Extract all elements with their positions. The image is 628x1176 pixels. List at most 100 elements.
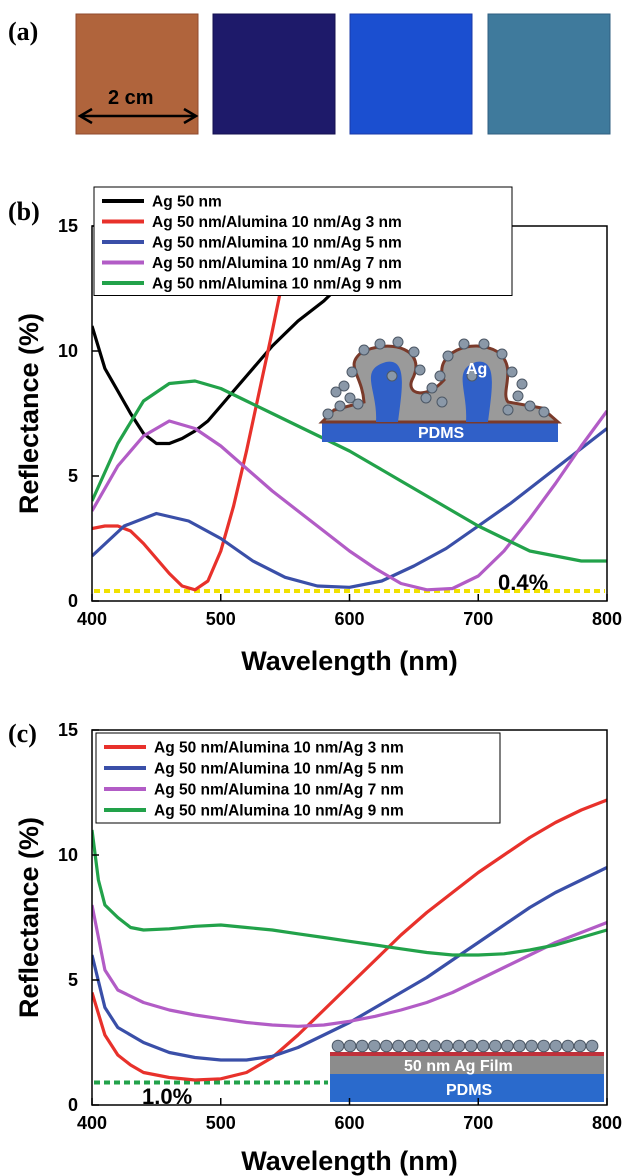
x-tick-label: 500 [206,1113,236,1133]
x-axis-title: Wavelength (nm) [241,1146,458,1176]
x-tick-label: 400 [77,1113,107,1133]
nanoparticle [476,1039,490,1053]
nanoparticle [573,1039,587,1053]
y-axis-title: Reflectance (%) [14,817,44,1018]
panel-b-label: (b) [8,197,40,226]
nanoparticle [334,400,346,412]
nanoparticle [478,338,490,350]
nanoparticle [404,1039,417,1053]
pdms-substrate [330,1074,604,1102]
nanoparticle [512,390,524,402]
x-tick-label: 800 [592,609,622,629]
nanoparticle [464,1039,478,1053]
nanoparticle [436,396,448,408]
legend-label-4: Ag 50 nm/Alumina 10 nm/Ag 7 nm [152,255,402,272]
legend-label-3: Ag 50 nm/Alumina 10 nm/Ag 5 nm [152,235,402,252]
nanoparticle [506,366,518,378]
y-tick-label: 15 [58,720,78,740]
pdms-substrate [322,420,558,442]
nanoparticle [346,366,358,378]
inset-top-label: Ag [466,361,487,378]
nanoparticle [434,370,446,382]
nanoparticle [331,1039,345,1053]
nanoparticle [352,398,364,410]
panel-a: (a) 2 cm [8,13,611,135]
legend-label-1: Ag 50 nm [152,194,222,211]
y-tick-label: 10 [58,845,78,865]
legend-label-3: Ag 50 nm/Alumina 10 nm/Ag 7 nm [154,782,404,799]
legend-label-4: Ag 50 nm/Alumina 10 nm/Ag 9 nm [154,803,404,820]
legend-label-2: Ag 50 nm/Alumina 10 nm/Ag 5 nm [154,761,404,778]
nanoparticle [452,1039,466,1053]
nanoparticle [338,380,350,392]
nanoparticle [330,386,342,398]
nanoparticle [344,392,356,404]
chart-b: (b) Ag PDMS 0.4% 400 500 600 700 800 0 5 10 15 Wavel… [8,186,622,676]
panel-c-label: (c) [8,719,37,748]
nanoparticle [322,408,334,420]
series-line-3 [92,904,607,1028]
alumina-layer [330,1052,604,1056]
nanoparticle [358,344,370,356]
x-tick-label: 800 [592,1113,622,1133]
nanoparticle [516,378,528,390]
swatch-1 [75,13,199,135]
nanoparticle [502,404,514,416]
legend: Ag 50 nm/Alumina 10 nm/Ag 3 nm Ag 50 nm/A… [95,732,501,824]
x-tick-label: 500 [206,609,236,629]
nanoparticle [538,406,550,418]
scale-bar-arrow-right [183,107,199,125]
inset-illustration: 50 nm Ag Film PDMS [330,1039,604,1102]
nanoparticle [343,1039,357,1053]
nanoparticle [501,1039,514,1053]
series-line-1 [92,277,351,446]
ag-film-layer [330,1056,604,1074]
series-line-4 [92,410,607,592]
y-tick-label: 0 [68,591,78,611]
nanoparticle [374,338,386,350]
inset-bottom-label: PDMS [418,425,465,442]
nanoparticle [392,336,404,348]
nanoparticle [561,1039,575,1053]
y-tick-label: 10 [58,341,78,361]
nanoparticle [368,1039,381,1053]
nanoparticle [380,1039,393,1053]
scale-bar-arrow-left [77,107,93,125]
x-tick-label: 700 [463,609,493,629]
nanoparticle [392,1039,405,1053]
swatch-2 [212,13,336,135]
series-line-2 [92,238,294,592]
nanoparticle [496,348,508,360]
series-line-1 [92,798,607,1082]
legend-box [93,186,513,296]
legend-label-5: Ag 50 nm/Alumina 10 nm/Ag 9 nm [152,276,402,293]
inset-top-label: 50 nm Ag Film [404,1058,513,1075]
series-line-3 [92,427,607,589]
nanoparticle [549,1039,563,1053]
nanoparticle [585,1039,599,1053]
x-tick-label: 600 [334,1113,364,1133]
inset-bottom-label: PDMS [446,1082,493,1099]
nanoparticle [440,1039,454,1053]
x-tick-label: 400 [77,609,107,629]
nanoparticle [408,346,420,358]
nanoparticle [355,1039,369,1053]
swatch-3 [349,13,473,135]
nanoparticle [537,1039,551,1053]
nanoparticle [513,1039,526,1053]
y-tick-label: 15 [58,216,78,236]
nanoparticle [525,1039,538,1053]
x-axis-title: Wavelength (nm) [241,646,458,676]
panel-a-label: (a) [8,17,38,46]
nanoparticle [420,392,432,404]
legend-label-2: Ag 50 nm/Alumina 10 nm/Ag 3 nm [152,214,402,231]
legend-label-1: Ag 50 nm/Alumina 10 nm/Ag 3 nm [154,740,404,757]
series-line-5 [92,379,607,563]
legend-box [95,732,501,824]
y-tick-label: 5 [68,466,78,486]
x-tick-label: 700 [463,1113,493,1133]
nanoparticle [426,382,438,394]
y-tick-label: 5 [68,970,78,990]
